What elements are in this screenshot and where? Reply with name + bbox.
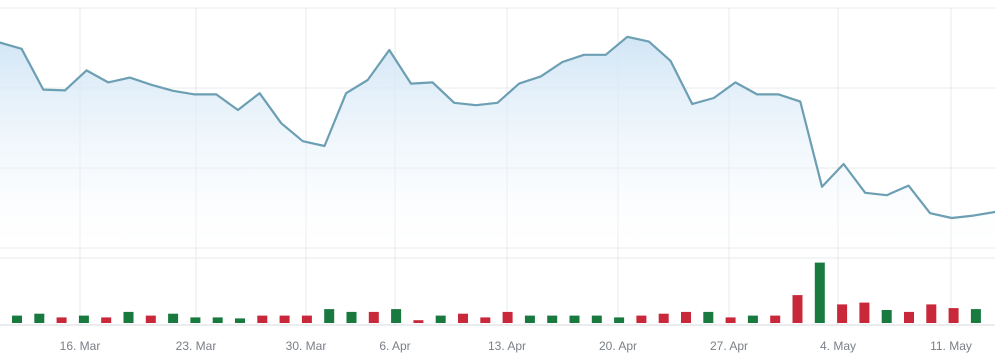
volume-bar-31 <box>703 311 714 323</box>
price-line <box>0 35 995 220</box>
volume-bar-15 <box>346 311 357 323</box>
volume-bar-9 <box>212 317 223 323</box>
volume-bar-7 <box>168 313 179 323</box>
price-area-layer <box>0 36 995 248</box>
volume-bar-18 <box>413 320 424 323</box>
x-tick-label-1: 23. Mar <box>176 339 217 353</box>
volume-bar-30 <box>681 311 691 323</box>
volume-bar-28 <box>636 315 647 323</box>
volume-bar-21 <box>480 317 491 323</box>
volume-bar-1 <box>34 313 45 323</box>
volume-bar-16 <box>368 311 379 323</box>
volume-bar-39 <box>881 310 892 323</box>
volume-bar-6 <box>145 315 156 323</box>
volume-bar-2 <box>56 317 67 323</box>
volume-bar-3 <box>78 315 89 323</box>
volume-bar-41 <box>926 304 937 323</box>
volume-bar-12 <box>279 315 290 323</box>
volume-bar-36 <box>814 262 825 323</box>
volume-bar-33 <box>747 315 758 323</box>
x-tick-label-4: 13. Apr <box>488 339 526 353</box>
volume-bar-20 <box>458 313 468 323</box>
volume-bar-0 <box>12 315 22 323</box>
volume-bar-37 <box>837 304 848 323</box>
volume-bar-11 <box>257 315 268 323</box>
volume-bar-10 <box>235 318 245 323</box>
volume-bar-26 <box>591 315 602 323</box>
volume-bar-40 <box>904 311 914 323</box>
volume-bar-19 <box>435 315 446 323</box>
volume-bar-34 <box>770 315 781 323</box>
volume-bar-38 <box>859 302 870 323</box>
x-tick-label-3: 6. Apr <box>379 339 410 353</box>
price-line-layer <box>0 35 995 220</box>
volume-bar-25 <box>569 315 580 323</box>
volume-layer <box>12 262 981 323</box>
volume-bar-32 <box>725 317 736 323</box>
price-area <box>0 36 995 248</box>
volume-bar-4 <box>101 317 112 323</box>
volume-bar-24 <box>547 315 558 323</box>
volume-bar-8 <box>190 317 201 323</box>
volume-bar-5 <box>123 311 134 323</box>
volume-bar-23 <box>524 315 535 323</box>
x-tick-label-8: 11. May <box>930 339 972 353</box>
volume-bar-22 <box>502 311 513 323</box>
x-tick-label-7: 4. May <box>820 339 856 353</box>
volume-bar-43 <box>970 309 981 323</box>
volume-bar-13 <box>301 315 312 323</box>
volume-bar-17 <box>391 309 402 323</box>
x-tick-label-2: 30. Mar <box>286 339 327 353</box>
volume-bar-42 <box>948 308 959 323</box>
volume-bar-29 <box>658 313 669 323</box>
x-tick-label-5: 20. Apr <box>599 339 637 353</box>
volume-bar-35 <box>792 295 803 323</box>
x-tick-label-0: 16. Mar <box>60 339 101 353</box>
volume-bar-27 <box>614 317 625 323</box>
x-axis: 16. Mar 23. Mar 30. Mar 6. Apr 13. Apr 20. Ap… <box>0 324 995 353</box>
x-tick-label-6: 27. Apr <box>710 339 748 353</box>
volume-bar-14 <box>324 309 335 323</box>
